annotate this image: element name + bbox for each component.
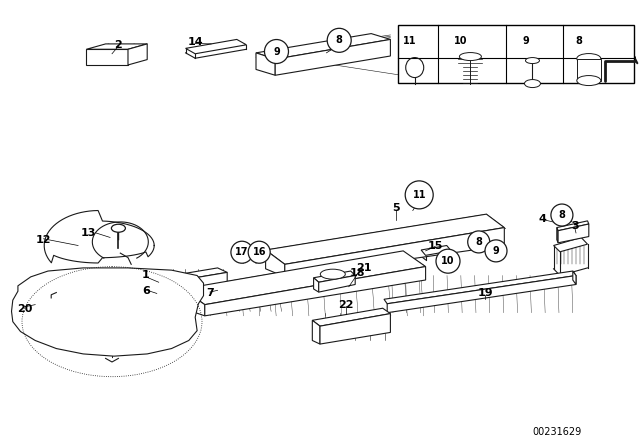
Polygon shape xyxy=(86,44,147,49)
Polygon shape xyxy=(205,267,426,316)
Polygon shape xyxy=(256,53,275,75)
Text: 3: 3 xyxy=(571,221,579,231)
Text: 17: 17 xyxy=(235,247,249,257)
Ellipse shape xyxy=(111,224,125,232)
Polygon shape xyxy=(266,214,504,264)
Circle shape xyxy=(436,249,460,273)
Text: 4: 4 xyxy=(539,214,547,224)
Polygon shape xyxy=(182,289,205,316)
Polygon shape xyxy=(159,278,168,293)
Text: 18: 18 xyxy=(349,268,365,278)
Text: 2: 2 xyxy=(115,40,122,50)
Polygon shape xyxy=(159,268,227,282)
Polygon shape xyxy=(421,246,451,255)
Polygon shape xyxy=(186,39,246,54)
Polygon shape xyxy=(154,277,282,300)
Text: 16: 16 xyxy=(252,247,266,257)
Polygon shape xyxy=(266,250,285,277)
Ellipse shape xyxy=(577,76,601,86)
Polygon shape xyxy=(314,271,355,282)
Circle shape xyxy=(551,204,573,226)
Text: 9: 9 xyxy=(273,47,280,56)
Polygon shape xyxy=(314,278,319,292)
Text: 11: 11 xyxy=(403,36,417,47)
Ellipse shape xyxy=(525,57,540,64)
Circle shape xyxy=(248,241,270,263)
Polygon shape xyxy=(256,34,390,59)
Text: 8: 8 xyxy=(576,36,582,47)
Polygon shape xyxy=(160,281,282,311)
Polygon shape xyxy=(319,276,355,292)
Polygon shape xyxy=(31,299,72,322)
Text: 8: 8 xyxy=(559,210,565,220)
Polygon shape xyxy=(387,276,576,313)
Polygon shape xyxy=(218,282,259,293)
Polygon shape xyxy=(12,268,204,356)
Text: 22: 22 xyxy=(338,300,353,310)
Text: 13: 13 xyxy=(81,228,96,238)
Text: 00231629: 00231629 xyxy=(532,427,581,437)
Polygon shape xyxy=(573,271,576,284)
Text: 6: 6 xyxy=(142,286,150,296)
Polygon shape xyxy=(168,272,227,293)
Text: 21: 21 xyxy=(356,263,371,273)
Text: 14: 14 xyxy=(188,37,203,47)
Polygon shape xyxy=(557,228,558,243)
Polygon shape xyxy=(557,221,589,231)
Polygon shape xyxy=(275,39,390,75)
Polygon shape xyxy=(554,237,588,252)
Circle shape xyxy=(405,181,433,209)
Polygon shape xyxy=(312,320,320,344)
Polygon shape xyxy=(182,251,426,305)
Ellipse shape xyxy=(577,54,601,64)
Text: 12: 12 xyxy=(36,235,51,245)
Text: 10: 10 xyxy=(454,36,468,47)
Text: 19: 19 xyxy=(477,289,493,298)
Bar xyxy=(398,25,634,83)
Polygon shape xyxy=(312,308,390,326)
Polygon shape xyxy=(384,271,576,304)
Circle shape xyxy=(264,39,289,64)
Text: 9: 9 xyxy=(493,246,499,256)
Polygon shape xyxy=(128,44,147,65)
Circle shape xyxy=(327,28,351,52)
Circle shape xyxy=(468,231,490,253)
Circle shape xyxy=(231,241,253,263)
Ellipse shape xyxy=(460,52,481,60)
Text: 11: 11 xyxy=(412,190,426,200)
Text: 1: 1 xyxy=(142,270,150,280)
Ellipse shape xyxy=(525,80,540,87)
Circle shape xyxy=(485,240,507,262)
Ellipse shape xyxy=(320,269,346,279)
Polygon shape xyxy=(86,49,128,65)
Polygon shape xyxy=(558,224,589,243)
Polygon shape xyxy=(320,314,390,344)
Text: 15: 15 xyxy=(428,241,443,250)
Text: 20: 20 xyxy=(17,304,32,314)
Bar xyxy=(577,59,601,81)
Text: 5: 5 xyxy=(392,203,399,213)
Text: 10: 10 xyxy=(441,256,455,266)
Text: 7: 7 xyxy=(206,289,214,298)
Polygon shape xyxy=(154,296,160,311)
Text: 8: 8 xyxy=(336,35,342,45)
Text: 9: 9 xyxy=(523,36,529,47)
Polygon shape xyxy=(285,228,504,277)
Text: 8: 8 xyxy=(476,237,482,247)
